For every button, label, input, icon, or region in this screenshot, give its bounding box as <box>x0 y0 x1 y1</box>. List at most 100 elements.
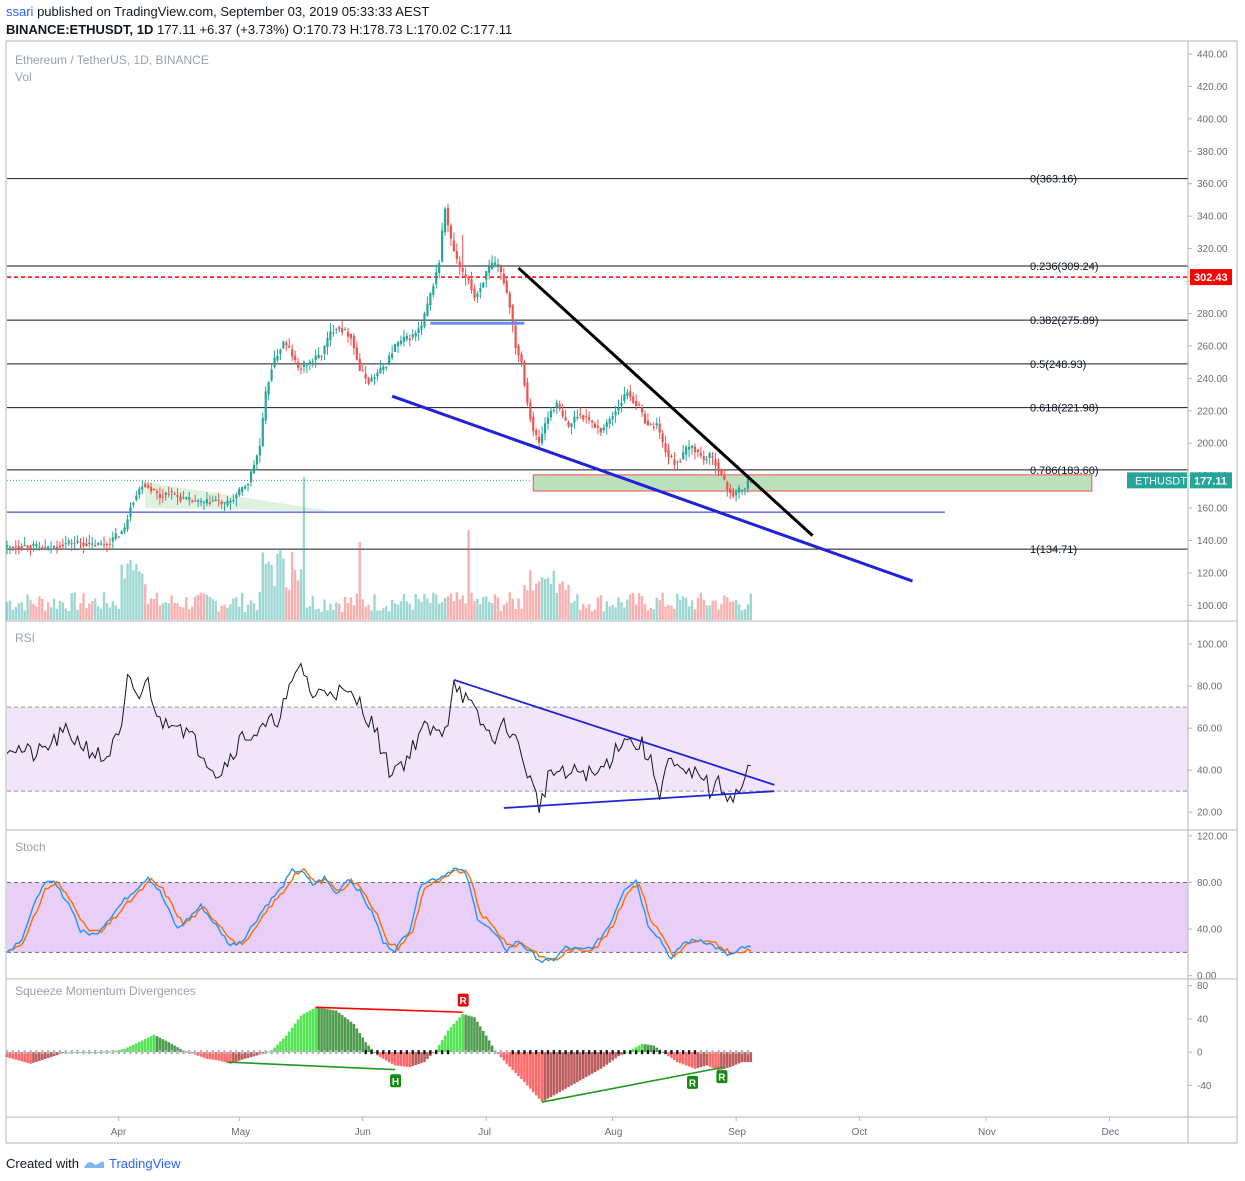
squeeze-dot <box>399 1050 403 1055</box>
squeeze-dot <box>299 1050 303 1055</box>
volume-bar <box>737 604 741 620</box>
momentum-bar <box>311 1008 315 1053</box>
candle-body <box>205 499 209 504</box>
squeeze-dot <box>393 1050 397 1055</box>
time-axis[interactable]: Apr May Jun Jul Aug Sep Oct Nov Dec <box>111 1117 1120 1138</box>
candle-body <box>564 417 567 421</box>
x-tick-label: Aug <box>605 1127 623 1138</box>
volume-bar <box>590 611 594 620</box>
y-tick-label: 340.00 <box>1197 212 1228 223</box>
momentum-bar <box>593 1052 597 1073</box>
volume-bar <box>749 593 753 620</box>
momentum-bar <box>687 1052 691 1067</box>
candle-body <box>223 502 226 504</box>
momentum-bar <box>711 1052 714 1068</box>
momentum-bar <box>490 1045 494 1053</box>
momentum-bar <box>232 1052 235 1063</box>
momentum-bar <box>458 1017 462 1053</box>
candle-body <box>449 225 453 239</box>
volume-bar <box>726 597 729 620</box>
volume-bar <box>96 606 100 620</box>
momentum-bar <box>252 1052 256 1057</box>
volume-bar <box>740 610 744 620</box>
squeeze-dot <box>5 1050 9 1055</box>
momentum-bar <box>14 1052 18 1060</box>
volume-bar <box>579 609 582 620</box>
volume-bar <box>317 608 320 620</box>
momentum-bar <box>49 1052 53 1058</box>
volume-bar <box>193 596 197 620</box>
momentum-bar <box>523 1052 526 1083</box>
candle-body <box>376 372 379 377</box>
candle-body <box>535 430 538 436</box>
candle-body <box>346 331 350 337</box>
y-tick-label: 220.00 <box>1197 406 1228 417</box>
squeeze-dot <box>152 1050 156 1055</box>
volume-bar <box>149 598 153 620</box>
momentum-bar <box>505 1052 509 1064</box>
candle-body <box>417 328 420 333</box>
stoch-pane[interactable]: Stoch 0.00 40.00 80.00 120.00 <box>6 831 1228 982</box>
momentum-bar <box>5 1052 9 1058</box>
squeeze-dot <box>599 1050 603 1055</box>
volume-bar <box>570 602 573 620</box>
squeeze-dot <box>135 1050 138 1055</box>
squeeze-dot <box>405 1050 409 1055</box>
candle-body <box>538 436 541 443</box>
momentum-bar <box>467 1015 470 1053</box>
rsi-pane[interactable]: RSI 20.00 40.00 60.00 80.00 100.00 <box>6 631 1228 819</box>
candle-body <box>608 418 611 424</box>
support-zone <box>532 474 1093 492</box>
momentum-bar <box>399 1052 403 1067</box>
resistance-price-label: 302.43 <box>1194 272 1228 284</box>
divergence-marker-label: R <box>460 996 468 1007</box>
momentum-bar <box>361 1037 365 1053</box>
fib-level-label: 0.382(275.89) <box>1030 315 1099 327</box>
candle-body <box>179 496 182 502</box>
squeeze-dot <box>552 1050 556 1055</box>
candle-body <box>35 544 38 547</box>
price-pane[interactable]: Ethereum / TetherUS, 1D, BINANCE Vol 100… <box>5 49 1232 620</box>
volume-bar <box>390 599 394 620</box>
squeeze-dot <box>246 1050 250 1055</box>
candle-body <box>579 414 582 416</box>
y-tick-label: 400.00 <box>1197 114 1228 125</box>
momentum-bar <box>728 1052 732 1068</box>
squeeze-dot <box>652 1050 655 1055</box>
volume-bar <box>667 604 670 620</box>
volume-bar <box>546 577 550 620</box>
squeeze-dot <box>482 1050 485 1055</box>
momentum-bar <box>185 1051 188 1053</box>
candle-body <box>182 497 185 499</box>
candle-body <box>605 422 608 427</box>
volume-bar <box>637 593 641 620</box>
volume-bar <box>476 598 479 620</box>
author-name[interactable]: ssari <box>6 4 34 19</box>
squeeze-dot <box>52 1050 56 1055</box>
squeeze-dot <box>164 1050 167 1055</box>
squeeze-dot <box>546 1050 550 1055</box>
candle-body <box>399 340 403 344</box>
squeeze-dot <box>711 1050 714 1055</box>
squeeze-dot <box>705 1050 708 1055</box>
squeeze-dot <box>493 1050 497 1055</box>
volume-bar <box>420 602 423 620</box>
candle-body <box>273 357 276 367</box>
squeeze-dot <box>211 1050 214 1055</box>
volume-bar <box>523 585 526 620</box>
squeeze-dot <box>499 1050 503 1055</box>
tradingview-brand[interactable]: TradingView <box>108 1156 181 1171</box>
candle-body <box>638 404 641 406</box>
momentum-bar <box>661 1051 664 1053</box>
candle-body <box>505 281 508 294</box>
squeeze-dot <box>111 1050 115 1055</box>
squeeze-pane[interactable]: Squeeze Momentum Divergences -40 0 40 80 R H R… <box>5 981 1212 1103</box>
candle-body <box>264 391 267 421</box>
volume-bar <box>543 579 547 620</box>
candle-body <box>82 542 85 546</box>
candle-body <box>446 208 450 226</box>
volume-bar <box>714 600 717 620</box>
y-tick-label: -40 <box>1197 1081 1212 1092</box>
volume-bar <box>49 607 53 620</box>
